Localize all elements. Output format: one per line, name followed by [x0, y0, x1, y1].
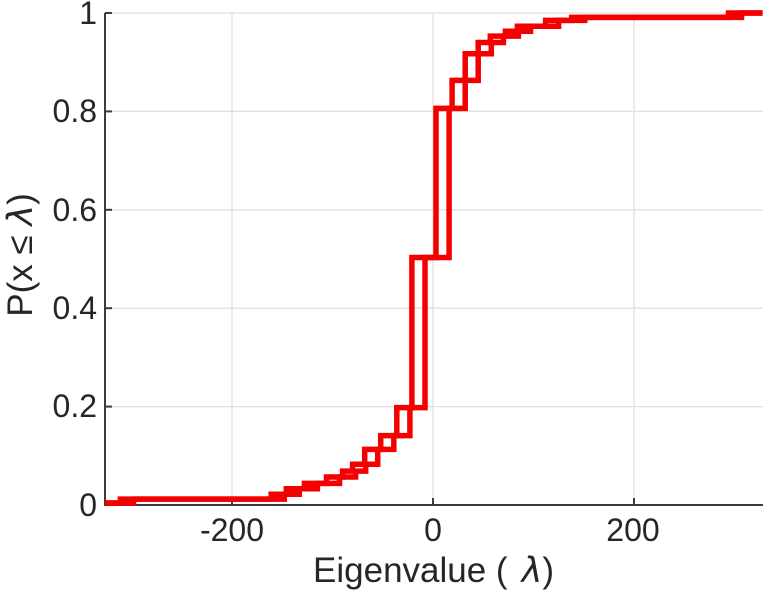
ecdf-curve-2 [105, 10, 763, 506]
y-tick-label-0.4: 0.4 [52, 290, 97, 326]
y-tick-label-0.2: 0.2 [52, 388, 97, 424]
y-tick-label-1: 1 [79, 0, 97, 31]
y-axis-label-text: P(x ≤ [1, 225, 40, 317]
y-axis-label-close: ) [1, 193, 40, 205]
y-axis-label: P(x ≤ λ) [0, 125, 43, 385]
x-axis-label-text: Eigenvalue ( [313, 551, 508, 590]
y-tick-label-0: 0 [79, 487, 97, 523]
x-tick-label-neg200: -200 [199, 512, 265, 548]
x-tick-label-200: 200 [606, 512, 660, 548]
x-tick-label-0: 0 [424, 512, 442, 548]
y-tick-label-0.8: 0.8 [52, 93, 97, 129]
lambda-symbol: λ [1, 204, 41, 226]
lambda-symbol: λ [521, 551, 543, 591]
y-tick-label-0.6: 0.6 [52, 192, 97, 228]
x-axis-label-close: ) [542, 551, 554, 590]
x-axis-label: Eigenvalue ( λ) [104, 551, 763, 591]
